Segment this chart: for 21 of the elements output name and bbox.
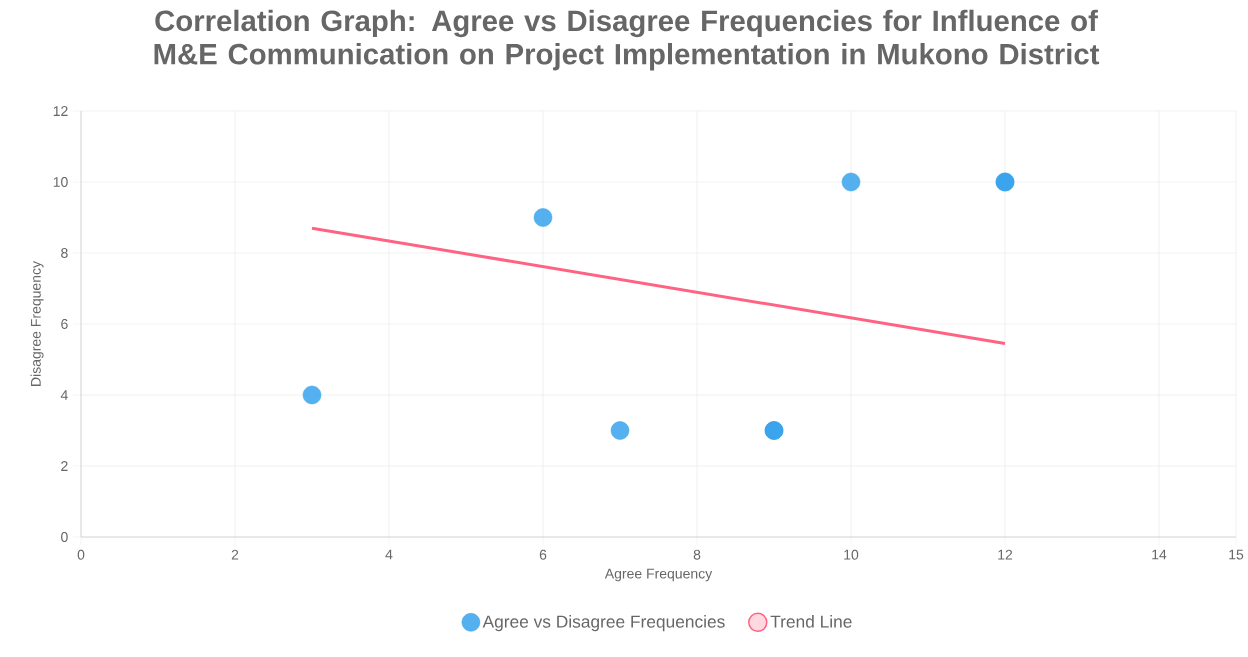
x-tick-label: 14	[1152, 549, 1167, 560]
y-tick-label: 6	[61, 319, 68, 329]
y-tick-label: 12	[53, 106, 68, 116]
x-tick-label: 0	[77, 549, 85, 560]
x-tick-label: 10	[844, 549, 859, 560]
legend-label: Agree vs Disagree Frequencies	[482, 615, 725, 632]
x-tick-label: 4	[385, 549, 393, 560]
x-tick-label: 8	[693, 549, 701, 560]
x-tick-label: 6	[539, 549, 547, 560]
y-tick-label: 10	[53, 177, 68, 187]
y-tick-label: 2	[61, 461, 68, 471]
x-axis-title: Agree Frequency	[604, 568, 713, 582]
y-tick-label: 8	[61, 248, 68, 258]
y-tick-label: 0	[61, 532, 68, 542]
chart-title: Correlation Graph: Agree vs Disagree Frequencies for Influence of M&E Communication on Project Implementation in Mukono District	[154, 9, 1100, 71]
x-tick-label: 15	[1229, 549, 1244, 560]
legend-label: Trend Line	[770, 615, 852, 628]
y-tick-label: 4	[60, 390, 68, 400]
x-tick-label: 2	[231, 549, 239, 560]
x-tick-label: 12	[998, 549, 1013, 560]
y-axis-title: Disagree Frequency	[30, 261, 44, 386]
